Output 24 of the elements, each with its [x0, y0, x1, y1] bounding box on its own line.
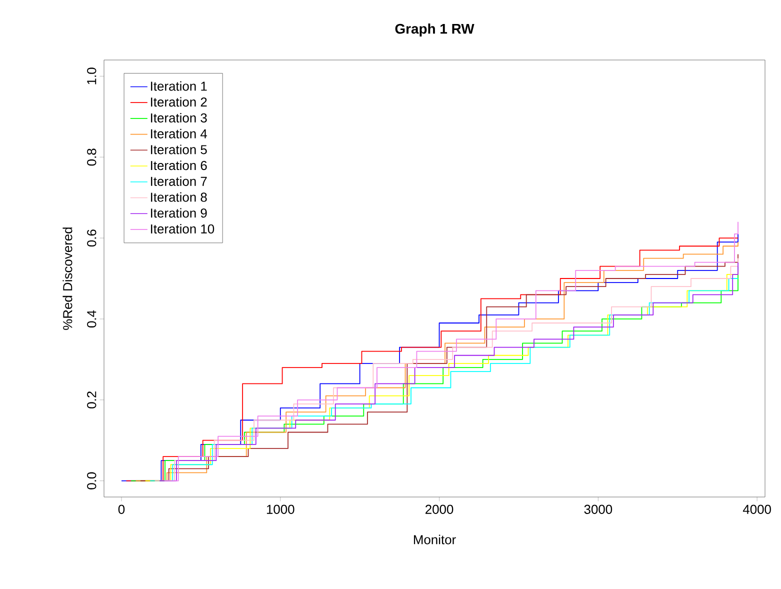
y-tick-label: 1.0 — [87, 68, 96, 84]
y-tick-label: 0.6 — [87, 230, 96, 247]
y-tick-label: 0.0 — [87, 472, 96, 490]
y-tick-label: 0.2 — [87, 392, 96, 408]
legend-label: Iteration 8 — [151, 192, 207, 202]
x-axis-title: Monitor — [414, 534, 456, 544]
legend-label: Iteration 2 — [151, 97, 207, 107]
y-axis-title: %Red Discovered — [62, 228, 72, 330]
y-tick-label: 0.4 — [87, 310, 96, 328]
x-tick-label: 1000 — [266, 504, 294, 514]
legend-label: Iteration 6 — [151, 160, 207, 170]
legend-label: Iteration 3 — [151, 112, 207, 123]
x-tick-label: 0 — [118, 504, 125, 514]
x-tick-label: 4000 — [742, 504, 771, 514]
legend-label: Iteration 7 — [151, 176, 207, 186]
chart-title: Graph 1 RW — [395, 23, 474, 36]
legend-label: Iteration 1 — [151, 81, 207, 91]
legend-label: Iteration 10 — [151, 224, 214, 234]
x-tick-label: 3000 — [584, 504, 612, 514]
legend-label: Iteration 5 — [151, 144, 207, 154]
y-tick-label: 0.8 — [87, 148, 96, 166]
legend-label: Iteration 9 — [151, 208, 207, 218]
legend-label: Iteration 4 — [151, 128, 208, 138]
x-tick-label: 2000 — [426, 504, 454, 514]
